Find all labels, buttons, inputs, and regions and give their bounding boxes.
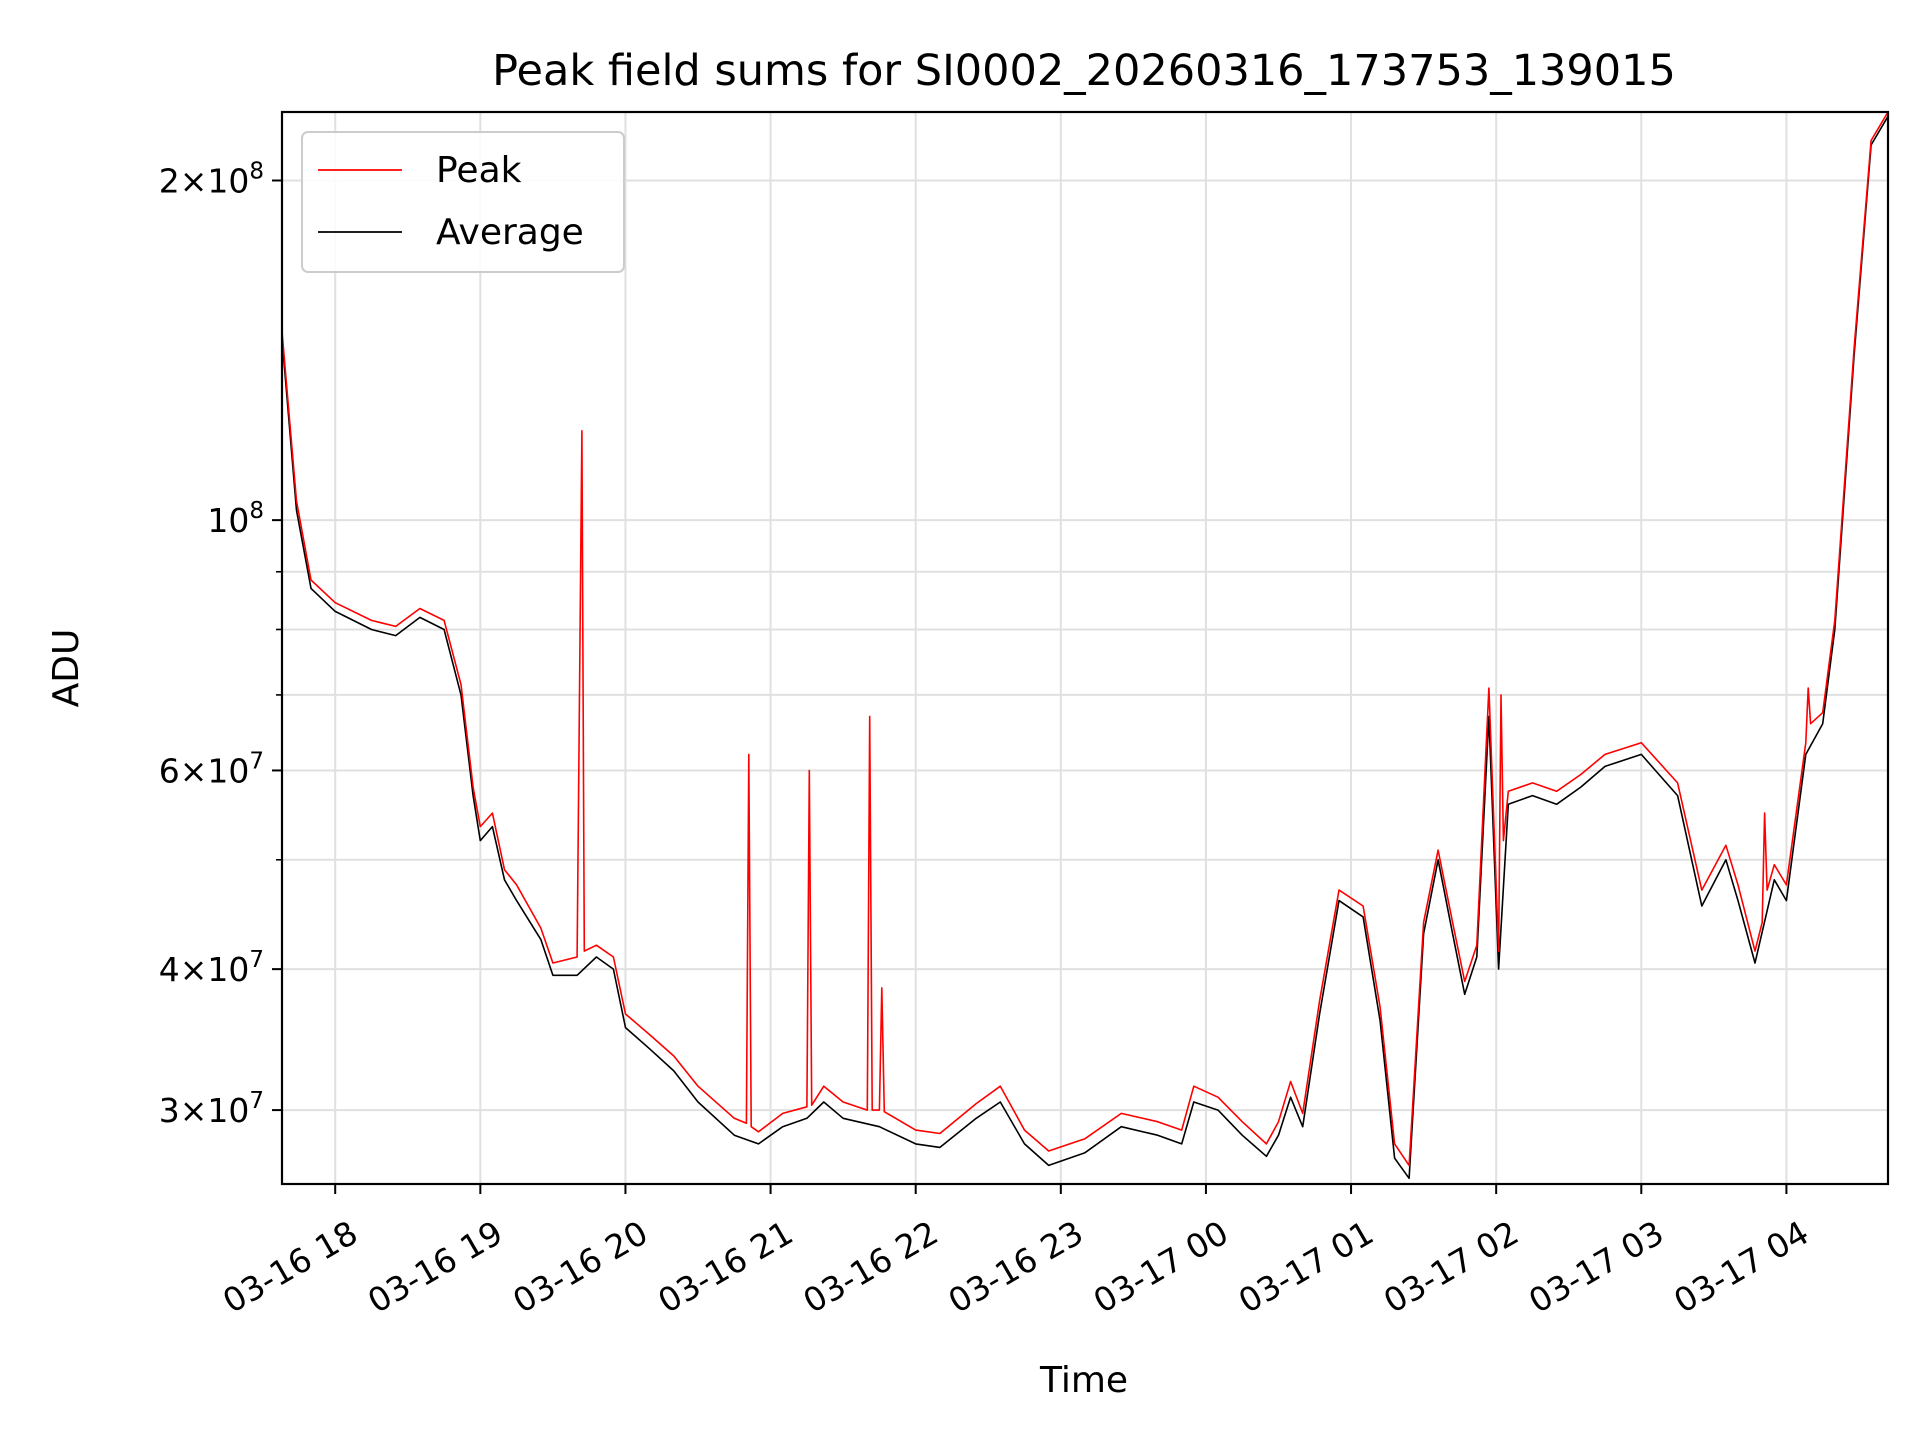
y-tick-exponent: 7 bbox=[249, 748, 264, 774]
y-tick-exponent: 7 bbox=[249, 947, 264, 973]
y-tick-mantissa: 6 bbox=[159, 751, 180, 790]
series-line-peak bbox=[281, 111, 1889, 1167]
y-tick-exponent: 8 bbox=[249, 498, 264, 524]
plot-frame bbox=[280, 110, 1890, 1186]
y-axis-label: ADU bbox=[46, 629, 87, 708]
y-tick-label: 4×107 bbox=[159, 947, 264, 989]
y-tick-label: 108 bbox=[207, 498, 264, 540]
plot-series bbox=[281, 111, 1889, 1180]
chart-title: Peak field sums for SI0002_20260316_1737… bbox=[492, 46, 1676, 96]
y-tick-mantissa: 4 bbox=[159, 950, 180, 989]
series-line-average bbox=[281, 115, 1889, 1180]
grid bbox=[282, 112, 1888, 1184]
y-tick-label: 6×107 bbox=[159, 748, 264, 790]
legend-box bbox=[301, 131, 625, 273]
y-tick-mantissa: 2 bbox=[159, 161, 180, 200]
y-tick-label: 2×108 bbox=[159, 158, 264, 200]
legend-label: Peak bbox=[436, 150, 522, 191]
y-tick-label: 3×107 bbox=[159, 1088, 264, 1130]
legend: Peak Average bbox=[301, 131, 625, 273]
y-tick-mantissa: 3 bbox=[159, 1091, 180, 1130]
x-axis-label: Time bbox=[1039, 1360, 1128, 1401]
y-tick-exponent: 8 bbox=[249, 158, 264, 184]
legend-label: Average bbox=[436, 212, 584, 253]
y-tick-exponent: 7 bbox=[249, 1088, 264, 1114]
